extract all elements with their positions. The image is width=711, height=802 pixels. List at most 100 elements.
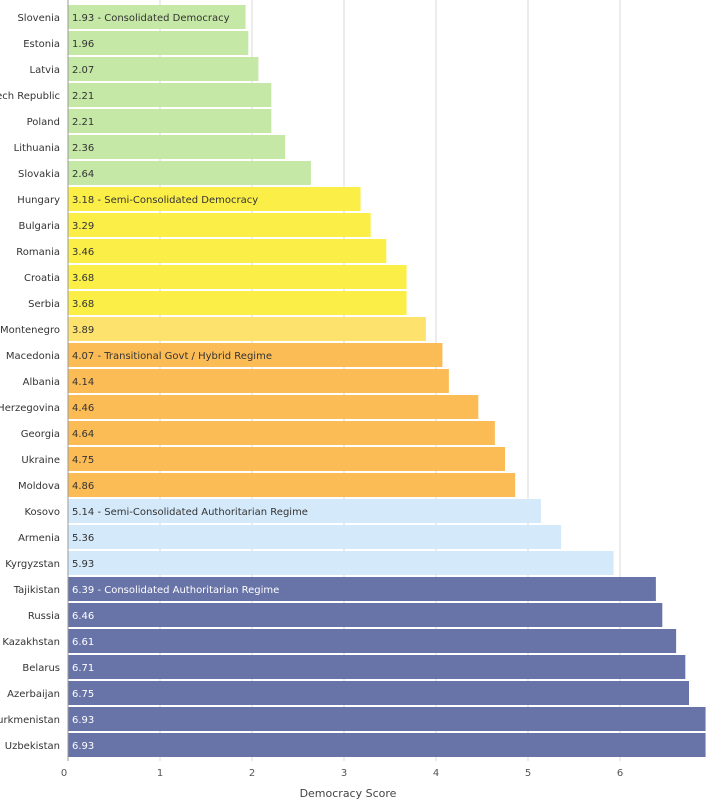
- bar: [68, 291, 407, 315]
- bar: [68, 187, 361, 211]
- data-label: 5.93: [72, 559, 94, 570]
- category-label: Russia: [28, 611, 60, 622]
- category-label: Turkmenistan: [0, 715, 60, 726]
- x-tick-label: 2: [249, 768, 255, 779]
- data-label: 3.68: [72, 299, 94, 310]
- data-label: 2.36: [72, 143, 94, 154]
- data-label: 3.89: [72, 325, 94, 336]
- category-label: Kosovo: [24, 507, 60, 518]
- category-label: Slovakia: [18, 169, 60, 180]
- data-label: 4.75: [72, 455, 94, 466]
- category-label: Poland: [27, 117, 60, 128]
- bar: [68, 109, 272, 133]
- data-label: 2.21: [72, 117, 94, 128]
- bar: [68, 629, 677, 653]
- data-label: 3.46: [72, 247, 94, 258]
- x-tick-label: 6: [617, 768, 623, 779]
- data-label: 1.96: [72, 39, 94, 50]
- data-label: 5.14 - Semi-Consolidated Authoritarian R…: [72, 507, 308, 518]
- x-tick-label: 0: [61, 768, 67, 779]
- category-label: Kazakhstan: [2, 637, 60, 648]
- category-label: Uzbekistan: [5, 741, 60, 752]
- category-label: Croatia: [24, 273, 60, 284]
- data-label: 6.75: [72, 689, 94, 700]
- data-label: 2.21: [72, 91, 94, 102]
- data-label: 1.93 - Consolidated Democracy: [72, 13, 230, 24]
- data-label: 4.14: [72, 377, 94, 388]
- x-tick-label: 5: [525, 768, 531, 779]
- bar: [68, 31, 249, 55]
- bar: [68, 343, 443, 367]
- category-label: Estonia: [23, 39, 60, 50]
- category-label: Bulgaria: [19, 221, 60, 232]
- data-label: 6.39 - Consolidated Authoritarian Regime: [72, 585, 279, 596]
- bar: [68, 369, 449, 393]
- bar: [68, 5, 246, 29]
- bar: [68, 57, 259, 81]
- data-label: 3.29: [72, 221, 94, 232]
- category-label: Tajikistan: [13, 585, 60, 596]
- x-tick-label: 3: [341, 768, 347, 779]
- bar: [68, 421, 495, 445]
- category-label: Hungary: [17, 195, 60, 206]
- bar: [68, 551, 614, 575]
- category-label: Latvia: [30, 65, 60, 76]
- category-label: Romania: [16, 247, 60, 258]
- data-label: 6.93: [72, 741, 94, 752]
- bar: [68, 265, 407, 289]
- data-label: 6.93: [72, 715, 94, 726]
- data-label: 2.07: [72, 65, 94, 76]
- data-label: 4.46: [72, 403, 94, 414]
- data-label: 2.64: [72, 169, 94, 180]
- bar: [68, 135, 286, 159]
- bar: [68, 473, 516, 497]
- bar: [68, 395, 479, 419]
- bar: [68, 577, 656, 601]
- category-labels: Slovenia Estonia Latvia Czech Republic Polan…: [0, 13, 60, 752]
- category-label: Albania: [23, 377, 60, 388]
- data-label: 6.46: [72, 611, 94, 622]
- data-label: 4.64: [72, 429, 94, 440]
- bar: [68, 161, 311, 185]
- bar: [68, 655, 686, 679]
- category-label: Belarus: [22, 663, 60, 674]
- category-label: Serbia: [28, 299, 60, 310]
- bar: [68, 317, 426, 341]
- bar: [68, 707, 706, 731]
- bar: [68, 603, 663, 627]
- category-label: Georgia: [21, 429, 60, 440]
- category-label: Bosnia-Herzegovina: [0, 403, 60, 414]
- data-labels: 1.93 - Consolidated Democracy 1.96 2.07 2.2…: [72, 13, 308, 752]
- category-label: Moldova: [18, 481, 60, 492]
- bar: [68, 733, 706, 757]
- bar: [68, 681, 689, 705]
- data-label: 3.18 - Semi-Consolidated Democracy: [72, 195, 258, 206]
- bar: [68, 447, 505, 471]
- category-label: Montenegro: [0, 325, 60, 336]
- category-label: Kyrgyzstan: [5, 559, 60, 570]
- category-label: Lithuania: [14, 143, 60, 154]
- x-tick-label: 1: [157, 768, 163, 779]
- data-label: 4.86: [72, 481, 94, 492]
- category-label: Czech Republic: [0, 91, 60, 102]
- x-axis-title: Democracy Score: [300, 787, 397, 800]
- data-label: 5.36: [72, 533, 94, 544]
- x-tick-label: 4: [433, 768, 439, 779]
- x-axis: 0 1 2 3 4 5 6: [61, 0, 623, 779]
- bar: [68, 83, 272, 107]
- bar: [68, 213, 371, 237]
- data-label: 4.07 - Transitional Govt / Hybrid Regime: [72, 351, 272, 362]
- bars: [68, 5, 706, 757]
- data-label: 6.71: [72, 663, 94, 674]
- category-label: Slovenia: [17, 13, 60, 24]
- bar: [68, 239, 387, 263]
- data-label: 6.61: [72, 637, 94, 648]
- category-label: Macedonia: [6, 351, 60, 362]
- bar: [68, 525, 562, 549]
- category-label: Armenia: [18, 533, 60, 544]
- data-label: 3.68: [72, 273, 94, 284]
- category-label: Azerbaijan: [7, 689, 60, 700]
- bar: [68, 499, 541, 523]
- category-label: Ukraine: [21, 455, 60, 466]
